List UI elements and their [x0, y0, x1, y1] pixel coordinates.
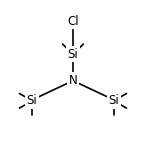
Text: N: N	[69, 74, 77, 87]
Text: Si: Si	[27, 94, 38, 107]
Text: Cl: Cl	[67, 15, 79, 28]
Text: Si: Si	[108, 94, 119, 107]
Text: Si: Si	[68, 48, 78, 61]
